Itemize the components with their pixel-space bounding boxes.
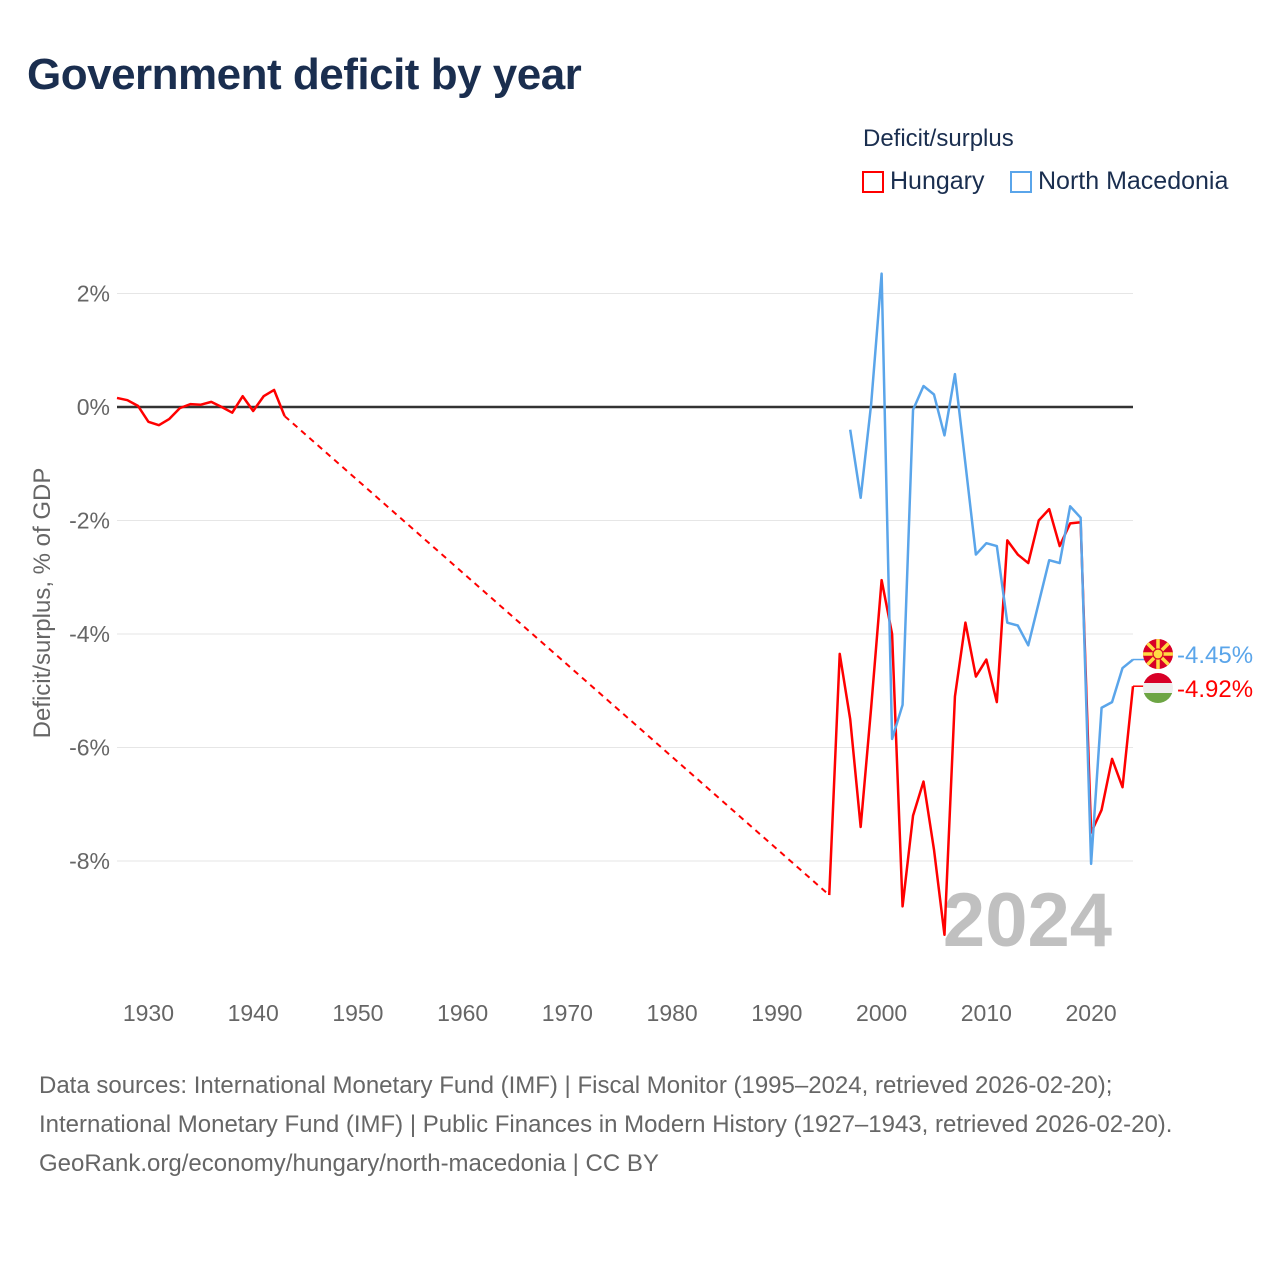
hungary-flag-icon [1143,673,1173,703]
legend-label: North Macedonia [1038,167,1229,195]
north-macedonia-flag-icon [1143,639,1173,669]
x-tick-label: 1940 [228,1000,279,1026]
chart-title: Government deficit by year [27,50,582,99]
year-watermark: 2024 [943,878,1112,963]
x-tick-label: 2020 [1066,1000,1117,1026]
y-tick-label: 2% [77,281,110,307]
x-tick-label: 1950 [332,1000,383,1026]
data-sources: Data sources: International Monetary Fun… [39,1072,1173,1138]
x-tick-label: 1990 [751,1000,802,1026]
series-line-north-macedonia [848,272,1134,866]
legend-swatch-hungary [862,170,884,193]
x-tick-label: 2000 [856,1000,907,1026]
line-chart: 2% 0% -2% -4% -6% -8% 1930 1940 1950 1960 1970 1980… [29,272,1253,1026]
flag-stripe-green [1143,693,1173,703]
y-tick-label: -8% [69,848,110,874]
y-tick-label: -6% [69,735,110,761]
credit-link[interactable]: GeoRank.org/economy/hungary/north-macedo… [39,1150,659,1177]
flag-stripe-white [1143,683,1173,693]
x-tick-label: 1980 [647,1000,698,1026]
y-axis-label: Deficit/surplus, % of GDP [29,468,56,739]
y-tick-label: 0% [77,394,110,420]
y-tick-label: -2% [69,508,110,534]
x-tick-label: 2010 [961,1000,1012,1026]
x-tick-label: 1970 [542,1000,593,1026]
end-value-label-hungary: -4.92% [1177,676,1253,703]
legend-item-north-macedonia[interactable]: North Macedonia [1010,167,1228,196]
legend-title: Deficit/surplus [863,125,1014,152]
y-tick-label: -4% [69,621,110,647]
end-value-label-north-macedonia: -4.45% [1177,642,1253,669]
flag-stripe-red [1143,673,1173,683]
legend-label: Hungary [890,167,985,195]
series-line-hungary [116,388,286,427]
legend-swatch-north-macedonia [1010,170,1032,193]
gap-line-hungary [283,415,830,896]
flag-sun [1152,648,1164,660]
x-tick-label: 1930 [123,1000,174,1026]
x-tick-label: 1960 [437,1000,488,1026]
footer: Data sources: International Monetary Fun… [39,1066,1239,1183]
legend-item-hungary[interactable]: Hungary [862,167,985,196]
